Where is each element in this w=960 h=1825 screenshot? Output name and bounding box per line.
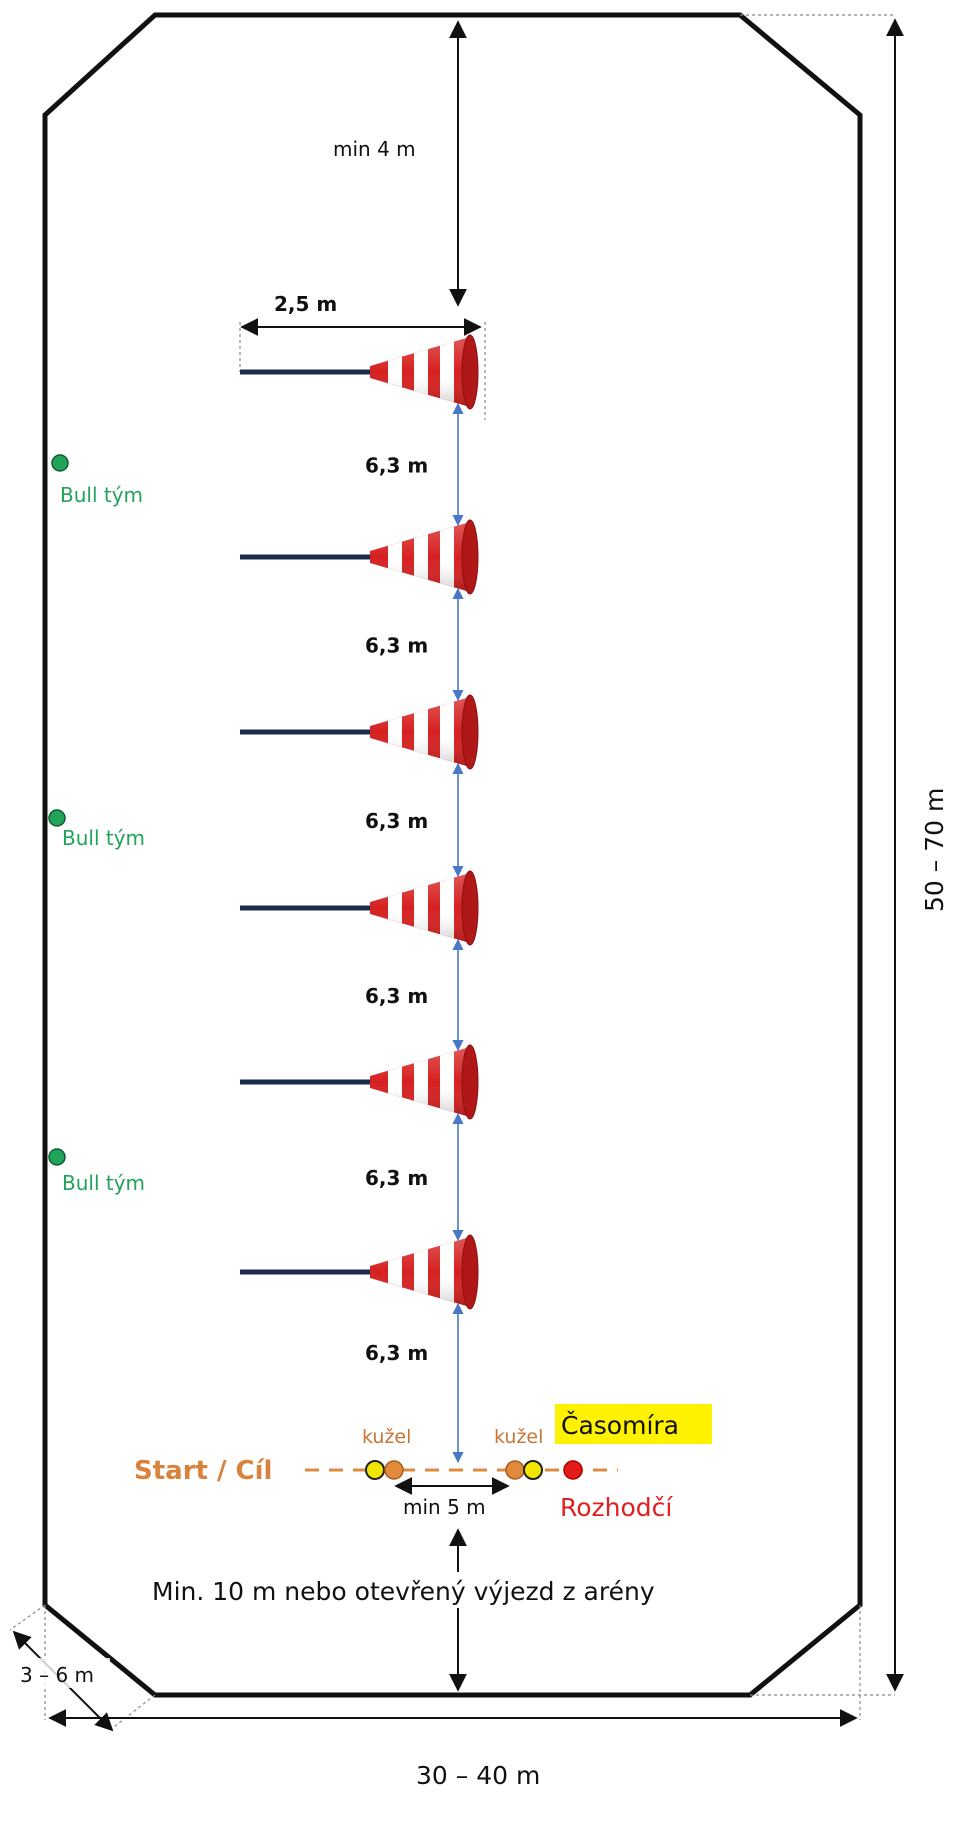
spacing-label: 6,3 m (365, 809, 428, 833)
timer-marker-right (523, 1460, 543, 1480)
obstacle (240, 870, 479, 946)
corner-label: 3 – 6 m (20, 1663, 94, 1687)
cone-marker-right (505, 1460, 525, 1480)
top-gap-label: min 4 m (333, 137, 416, 161)
length-label: 50 – 70 m (920, 788, 949, 912)
team-marker (48, 1148, 66, 1166)
spacing-label: 6,3 m (365, 1341, 428, 1365)
cone-icon (370, 870, 479, 946)
arena-border (42, 12, 863, 1698)
referee-marker (563, 1460, 583, 1480)
team-label: Bull tým (60, 483, 143, 507)
timer-highlight (555, 1404, 712, 1444)
cone-icon (370, 1044, 479, 1120)
spacing-label: 6,3 m (365, 984, 428, 1008)
obstacle (240, 334, 479, 410)
team-marker (48, 809, 66, 827)
bottom-note-bg (148, 1572, 780, 1608)
start-finish-label: Start / Cíl (134, 1456, 272, 1486)
obstacle (240, 519, 479, 595)
obstacles-group (240, 334, 479, 1310)
width-label: 30 – 40 m (416, 1761, 540, 1790)
referee-label: Rozhodčí (560, 1493, 673, 1522)
timer-marker-left (365, 1460, 385, 1480)
team-marker (51, 454, 69, 472)
spacing-label: 6,3 m (365, 1166, 428, 1190)
cone-label-left: kužel (362, 1426, 411, 1448)
spacing-label: 6,3 m (365, 454, 428, 478)
cone-icon (370, 1234, 479, 1310)
pole-length-label: 2,5 m (274, 292, 337, 316)
corner-label-bg (18, 1658, 110, 1688)
obstacle (240, 1234, 479, 1310)
team-label: Bull tým (62, 826, 145, 850)
spacing-group: 6,3 m 6,3 m 6,3 m 6,3 m 6,3 m 6,3 m (365, 402, 464, 1464)
bottom-note-label: Min. 10 m nebo otevřený výjezd z arény (152, 1577, 655, 1606)
obstacle (240, 1044, 479, 1120)
cone-icon (370, 334, 479, 410)
obstacle (240, 694, 479, 770)
cone-icon (370, 694, 479, 770)
cone-icon (370, 519, 479, 595)
team-label: Bull tým (62, 1171, 145, 1195)
spacing-label: 6,3 m (365, 634, 428, 658)
min-start-width-label: min 5 m (403, 1495, 486, 1519)
corner-guides (9, 14, 895, 1731)
cone-marker-left (384, 1460, 404, 1480)
timer-label: Časomíra (561, 1410, 679, 1440)
cone-label-right: kužel (494, 1426, 543, 1448)
